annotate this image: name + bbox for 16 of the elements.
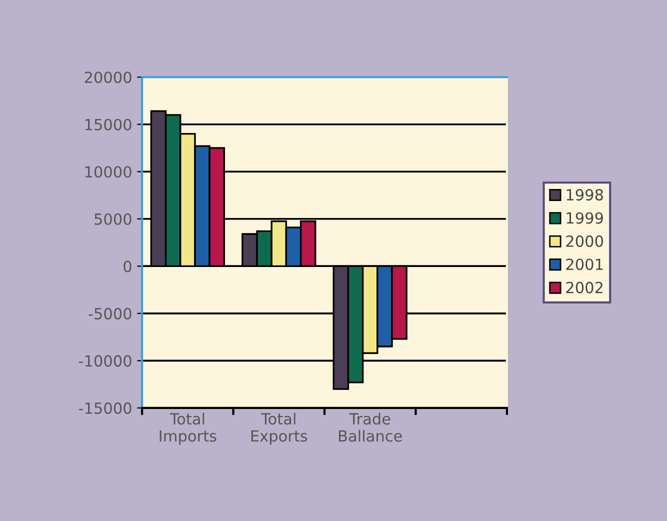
y-tick-label: 10000 bbox=[85, 166, 132, 178]
x-tick-label: Total Exports bbox=[251, 412, 308, 445]
y-tick-label: -5000 bbox=[88, 308, 132, 320]
legend-label: 2001 bbox=[566, 258, 603, 270]
y-tick-label: -10000 bbox=[78, 355, 132, 367]
legend-label: 1999 bbox=[566, 212, 603, 224]
x-tick-label: Total Imports bbox=[160, 412, 216, 445]
x-tick-label: Trade Ballance bbox=[339, 412, 402, 442]
y-tick-label: 0 bbox=[124, 260, 132, 272]
legend-label: 2002 bbox=[566, 282, 602, 294]
y-tick-label: -15000 bbox=[78, 402, 132, 414]
legend-label: 1998 bbox=[566, 189, 603, 201]
y-tick-label: 5000 bbox=[94, 213, 132, 225]
y-tick-label: 20000 bbox=[84, 72, 132, 84]
y-tick-label: 15000 bbox=[85, 118, 132, 130]
legend-label: 2000 bbox=[566, 235, 603, 247]
